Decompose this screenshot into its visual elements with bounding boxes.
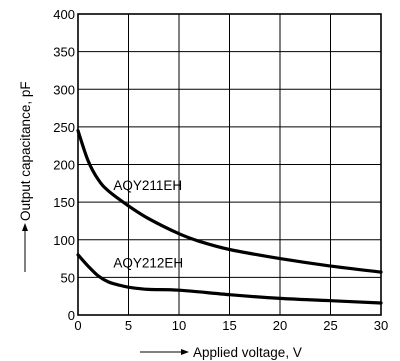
x-tick-label-10: 10: [172, 318, 186, 333]
y-axis-arrow-head: [22, 223, 28, 231]
y-tick-label-150: 150: [53, 195, 75, 210]
y-tick-label-50: 50: [61, 270, 75, 285]
y-axis-title-group: Output capacitance, pF: [18, 81, 33, 272]
y-tick-labels: 0 50 100 150 200 250 300 350 400: [53, 7, 75, 323]
x-axis-title-group: Applied voltage, V: [140, 345, 302, 360]
x-axis-title: Applied voltage, V: [193, 345, 302, 360]
y-tick-label-100: 100: [53, 233, 75, 248]
y-axis-title: Output capacitance, pF: [18, 81, 33, 221]
x-axis-arrow-head: [181, 349, 189, 355]
y-tick-label-400: 400: [53, 7, 75, 22]
x-tick-label-0: 0: [74, 318, 81, 333]
y-tick-label-0: 0: [68, 308, 75, 323]
x-tick-label-20: 20: [273, 318, 287, 333]
y-tick-label-350: 350: [53, 45, 75, 60]
y-tick-label-300: 300: [53, 82, 75, 97]
series-labels: AQY211EH AQY212EH: [113, 178, 183, 271]
x-tick-label-15: 15: [222, 318, 236, 333]
y-tick-label-200: 200: [53, 158, 75, 173]
x-tick-labels: 0 5 10 15 20 25 30: [74, 318, 388, 333]
x-tick-label-30: 30: [374, 318, 388, 333]
x-tick-label-5: 5: [125, 318, 132, 333]
y-tick-label-250: 250: [53, 120, 75, 135]
x-tick-label-25: 25: [323, 318, 337, 333]
series-label-aqy212eh: AQY212EH: [113, 255, 183, 270]
series-label-aqy211eh: AQY211EH: [113, 178, 182, 193]
